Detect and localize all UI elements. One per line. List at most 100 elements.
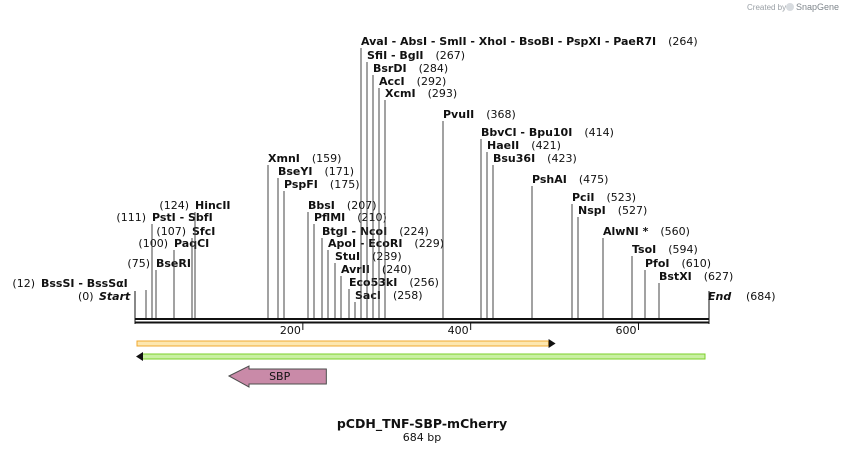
site-name-pflmi[interactable]: PflMI	[314, 211, 345, 224]
site-apoi[interactable]: ApoI - EcoRI (229)	[327, 237, 444, 318]
site-pfoi[interactable]: PfoI (610)	[644, 257, 712, 318]
site-name-acci[interactable]: AccI	[379, 75, 405, 88]
site-name-apoi[interactable]: ApoI - EcoRI	[328, 237, 402, 250]
site-name-bbvci-bpu10i[interactable]: BbvCI - Bpu10I	[481, 126, 572, 139]
site-xcmi[interactable]: XcmI (293)	[384, 87, 458, 318]
site-alwni[interactable]: AlwNI * (560)	[602, 225, 690, 318]
feature-green-bar	[140, 353, 706, 360]
site-pos-bseyi: (171)	[324, 165, 354, 178]
site-pos-pvuii: (368)	[486, 108, 516, 121]
tick-label-400: 400	[448, 324, 469, 337]
site-name-bstxi[interactable]: BstXI	[659, 270, 692, 283]
site-name-bseyi[interactable]: BseYI	[278, 165, 312, 178]
site-pos-sfii-bgli: (267)	[436, 49, 466, 62]
site-bbsi[interactable]: BbsI (207)	[307, 199, 377, 318]
site-paqci[interactable]: PaqCI(100)	[138, 237, 209, 318]
site-name-btgi[interactable]: BtgI - NcoI	[322, 225, 387, 238]
site-pspfi[interactable]: PspFI (175)	[283, 178, 360, 318]
tick-label-200: 200	[280, 324, 301, 337]
site-btgi[interactable]: BtgI - NcoI (224)	[321, 225, 429, 318]
site-pos-eco53ki: (256)	[409, 276, 439, 289]
site-name-tsoi[interactable]: TsoI	[632, 243, 656, 256]
site-name-pspfi[interactable]: PspFI	[284, 178, 318, 191]
site-pos-psti: (111)	[116, 211, 146, 224]
site-pos-tsoi: (594)	[668, 243, 698, 256]
site-name-sfci[interactable]: SfcI	[192, 225, 215, 238]
feature-tracks: SBP	[136, 339, 706, 388]
site-pos-haeii: (421)	[531, 139, 561, 152]
site-bbvci-bpu10i[interactable]: BbvCI - Bpu10I (414)	[480, 126, 614, 318]
site-name-pshai[interactable]: PshAI	[532, 173, 567, 186]
site-name-bsu36i[interactable]: Bsu36I	[493, 152, 535, 165]
site-pos-bsssi: (12)	[12, 277, 35, 290]
site-name-alwni[interactable]: AlwNI *	[603, 225, 649, 238]
site-name-sfii-bgli[interactable]: SfiI - BglI	[367, 49, 424, 62]
site-pos-bseri: (75)	[127, 257, 150, 270]
site-bseri[interactable]: BseRI (75)	[127, 257, 191, 318]
site-name-bbsi[interactable]: BbsI	[308, 199, 335, 212]
site-name-haeii[interactable]: HaeII	[487, 139, 519, 152]
site-bsssi[interactable]: BssSI - BssSαI (12)	[12, 277, 147, 318]
site-psti[interactable]: PstI - SbfI (111)	[116, 211, 213, 318]
site-bsrdi[interactable]: BsrDI (284)	[372, 62, 448, 318]
credit-brand: SnapGene	[796, 2, 839, 12]
site-pshai[interactable]: PshAI (475)	[531, 173, 609, 318]
site-sfii-bgli[interactable]: SfiI - BglI (267)	[366, 49, 466, 318]
site-name-avai-absi-smli-xhoi-bsobi-pspxi-paer7i[interactable]: AvaI - AbsI - SmlI - XhoI - BsoBI - PspX…	[361, 35, 656, 48]
site-avai-absi-smli-xhoi-bsobi-pspxi-paer7i[interactable]: AvaI - AbsI - SmlI - XhoI - BsoBI - PspX…	[360, 35, 698, 318]
site-hincii[interactable]: HincII (124)	[159, 199, 231, 318]
site-nspi[interactable]: NspI (527)	[577, 204, 648, 318]
ruler-ticks: 200 400 600	[280, 323, 640, 337]
map-subtitle: 684 bp	[403, 431, 441, 444]
site-bseyi[interactable]: BseYI (171)	[277, 165, 354, 318]
site-name-nspi[interactable]: NspI	[578, 204, 606, 217]
start-label: Start	[99, 290, 131, 303]
end-position: (684)	[746, 290, 776, 303]
site-name-pcii[interactable]: PciI	[572, 191, 594, 204]
site-pos-pspfi: (175)	[330, 178, 360, 191]
tick-label-600: 600	[616, 324, 637, 337]
site-name-xmni[interactable]: XmnI	[268, 152, 300, 165]
feature-orange-bar	[136, 340, 550, 347]
site-stui[interactable]: StuI (239)	[334, 250, 402, 318]
site-name-bseri[interactable]: BseRI	[156, 257, 191, 270]
site-pos-pcii: (523)	[606, 191, 636, 204]
site-name-saci[interactable]: SacI	[355, 289, 381, 302]
site-name-bsrdi[interactable]: BsrDI	[373, 62, 407, 75]
map-title: pCDH_TNF-SBP-mCherry	[337, 416, 507, 432]
site-name-stui[interactable]: StuI	[335, 250, 360, 263]
site-pos-xcmi: (293)	[428, 87, 458, 100]
site-tsoi[interactable]: TsoI (594)	[631, 243, 698, 318]
end-label: End	[708, 290, 731, 303]
site-name-xcmi[interactable]: XcmI	[385, 87, 416, 100]
site-xmni[interactable]: XmnI (159)	[267, 152, 342, 318]
site-pos-bbsi: (207)	[347, 199, 377, 212]
site-pos-xmni: (159)	[312, 152, 342, 165]
site-pos-nspi: (527)	[618, 204, 648, 217]
site-pos-stui: (239)	[372, 250, 402, 263]
site-pos-pfoi: (610)	[682, 257, 712, 270]
site-pos-avai-absi-smli-xhoi-bsobi-pspxi-paer7i: (264)	[668, 35, 698, 48]
feature-sbp[interactable]: SBP	[227, 365, 327, 388]
site-name-psti[interactable]: PstI - SbfI	[152, 211, 213, 224]
site-sfci[interactable]: SfcI (107)	[156, 225, 215, 318]
site-avrii[interactable]: AvrII (240)	[340, 263, 412, 318]
feature-orange[interactable]	[136, 339, 556, 348]
site-pvuii[interactable]: PvuII (368)	[442, 108, 516, 318]
site-name-bsssi[interactable]: BssSI - BssSαI	[41, 277, 128, 290]
site-saci[interactable]: SacI (258)	[354, 289, 423, 318]
site-name-avrii[interactable]: AvrII	[341, 263, 370, 276]
feature-green[interactable]	[136, 352, 706, 361]
site-name-pvuii[interactable]: PvuII	[443, 108, 474, 121]
site-pos-hincii: (124)	[159, 199, 189, 212]
site-pcii[interactable]: PciI (523)	[571, 191, 636, 318]
site-haeii[interactable]: HaeII (421)	[486, 139, 561, 318]
site-bstxi[interactable]: BstXI (627)	[658, 270, 733, 318]
feature-green-arrowhead	[136, 352, 143, 361]
site-name-pfoi[interactable]: PfoI	[645, 257, 670, 270]
site-pos-pshai: (475)	[579, 173, 609, 186]
site-name-hincii[interactable]: HincII	[195, 199, 231, 212]
site-bsu36i[interactable]: Bsu36I (423)	[492, 152, 577, 318]
site-acci[interactable]: AccI (292)	[378, 75, 446, 318]
